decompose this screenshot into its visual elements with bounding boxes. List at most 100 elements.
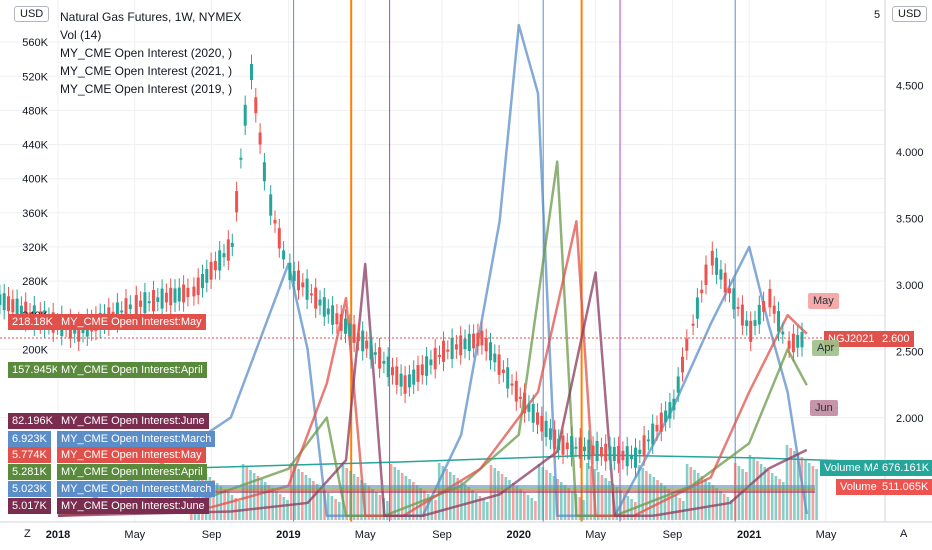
time-axis-tick: May — [585, 529, 606, 541]
volume-bar — [326, 493, 330, 520]
series-flag[interactable]: Jun — [810, 400, 838, 416]
legend-indicator[interactable]: MY_CME Open Interest (2021, ) — [60, 64, 233, 78]
volume-bar — [693, 470, 696, 520]
time-axis-tick: 2020 — [507, 529, 531, 541]
candle-body — [250, 63, 253, 81]
volume-bar — [560, 482, 563, 520]
left-tag-label: MY_CME Open Interest:May — [57, 314, 206, 330]
candle-body — [335, 313, 339, 325]
timezone-button[interactable]: Z — [24, 528, 31, 540]
candle-body — [574, 446, 578, 449]
volume-bar — [245, 467, 249, 520]
volume-bar — [626, 496, 630, 520]
series-flag[interactable]: May — [808, 293, 839, 309]
time-axis-tick: Sep — [202, 529, 222, 541]
candle-body — [309, 293, 313, 296]
left-axis-tick: 520K — [22, 71, 48, 83]
legend-indicator[interactable]: Vol (14) — [60, 28, 102, 42]
candle-body — [715, 257, 719, 275]
volume-bar — [708, 482, 711, 520]
candle-body — [723, 272, 727, 293]
candle-body — [621, 450, 625, 461]
candle-body — [369, 338, 373, 360]
volume-bar — [267, 485, 271, 520]
candle-body — [2, 293, 6, 311]
candle-body — [446, 349, 450, 352]
left-tag-label: MY_CME Open Interest:May — [57, 447, 206, 463]
candle-body — [655, 424, 659, 432]
left-axis-tick: 200K — [22, 344, 48, 356]
volume-bar — [338, 502, 341, 520]
left-axis-tick: 360K — [22, 208, 48, 220]
candle-body — [768, 288, 772, 308]
right-tag-value: 676.161K — [878, 460, 932, 476]
candle-body — [262, 162, 266, 182]
candle-body — [326, 308, 330, 315]
candle-body — [642, 435, 646, 457]
candle-body — [634, 447, 637, 468]
candle-body — [160, 288, 164, 309]
right-tag-value: 2.600 — [878, 331, 914, 347]
volume-bar — [700, 476, 704, 520]
volume-bar — [397, 470, 400, 520]
volume-bar — [330, 496, 334, 520]
candle-body — [433, 348, 437, 370]
series-flag[interactable]: Apr — [812, 340, 840, 356]
volume-bar — [474, 493, 478, 520]
volume-bar — [301, 472, 304, 520]
volume-bar — [319, 487, 323, 520]
volume-bar — [597, 472, 600, 520]
volume-bar — [249, 470, 252, 520]
right-axis-tick: 4.000 — [896, 147, 924, 159]
time-axis-tick: 2018 — [46, 529, 70, 541]
candle-body — [420, 364, 424, 376]
candle-body — [442, 340, 445, 362]
volume-bar — [671, 492, 674, 520]
candle-body — [476, 332, 480, 347]
volume-bar — [526, 495, 530, 520]
volume-bar — [645, 471, 648, 520]
volume-bar — [312, 481, 315, 520]
left-axis-tick: 320K — [22, 242, 48, 254]
candle-body — [322, 297, 326, 317]
candle-body — [617, 445, 621, 464]
candle-body — [416, 365, 420, 382]
candle-body — [7, 296, 10, 312]
volume-bar — [782, 482, 785, 520]
candle-body — [518, 396, 522, 399]
volume-bar — [264, 482, 267, 520]
legend-indicator[interactable]: MY_CME Open Interest (2019, ) — [60, 82, 233, 96]
legend-indicator[interactable]: MY_CME Open Interest (2020, ) — [60, 46, 233, 60]
candle-body — [361, 330, 365, 352]
volume-bar — [730, 500, 733, 520]
candle-body — [595, 440, 599, 462]
candle-body — [700, 289, 704, 294]
volume-bar — [230, 495, 234, 520]
candle-body — [749, 320, 753, 342]
candle-body — [791, 333, 795, 353]
candle-body — [506, 367, 510, 389]
left-tag-value: 6.923K — [8, 431, 51, 447]
auto-scale-button[interactable]: A — [900, 528, 908, 540]
currency-button-left[interactable]: USD — [14, 6, 50, 22]
time-axis: 2018 May Sep 2019 May Sep 2020 May Sep 2021 May — [46, 529, 837, 541]
left-tag-label: MY_CME Open Interest:March — [57, 481, 216, 497]
currency-button-right[interactable]: USD — [892, 6, 928, 22]
volume-bar — [452, 475, 456, 520]
candle-body — [391, 367, 394, 376]
candle-body — [681, 356, 684, 373]
volume-bar — [282, 497, 286, 520]
volume-bar — [741, 469, 744, 520]
candle-body — [292, 270, 296, 281]
candle-body — [395, 366, 399, 385]
candle-body — [583, 446, 586, 451]
volume-bar — [763, 467, 767, 520]
candle-body — [565, 442, 569, 450]
legend-title[interactable]: Natural Gas Futures, 1W, NYMEX — [60, 10, 242, 24]
volume-bar — [571, 491, 574, 520]
volume-bar — [774, 476, 778, 520]
candle-body — [685, 338, 689, 351]
left-tag-value: 5.017K — [8, 498, 51, 514]
volume-bar — [500, 474, 504, 520]
